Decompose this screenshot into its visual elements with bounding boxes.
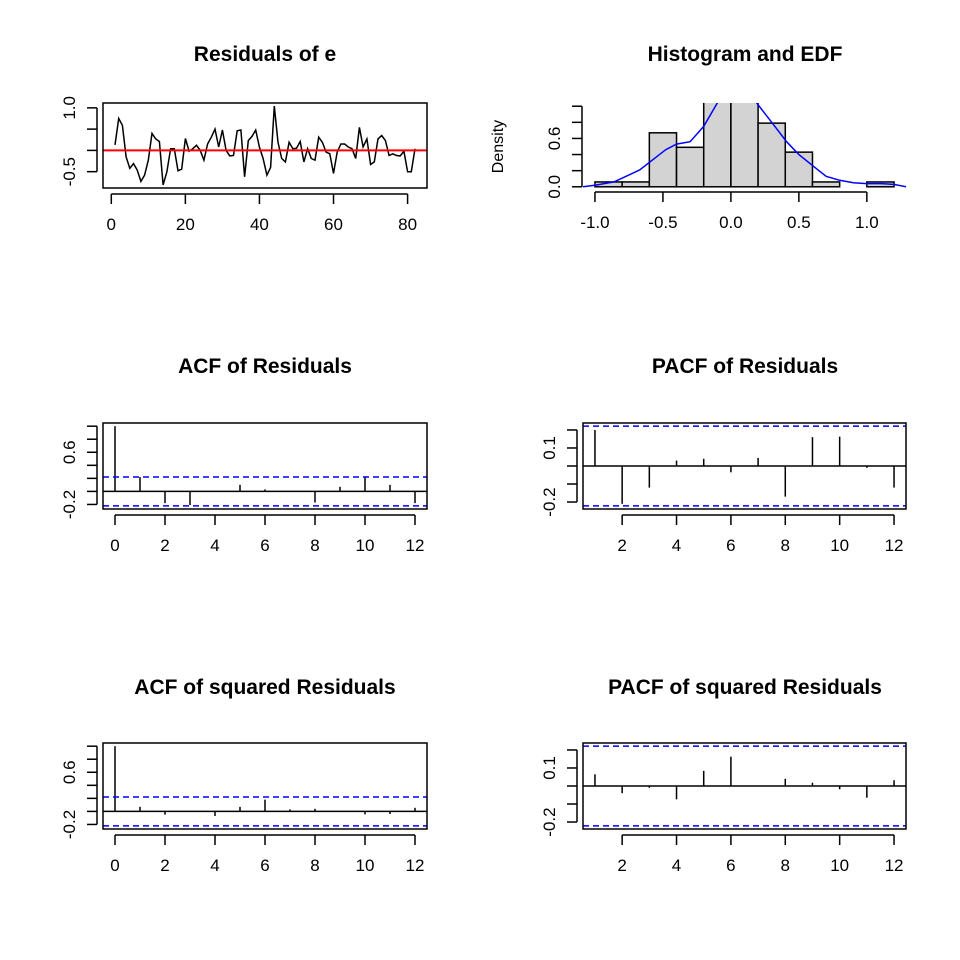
x-tick-label: 0 (110, 856, 119, 875)
x-tick-label: 20 (176, 215, 195, 234)
x-tick-label: 2 (617, 536, 626, 555)
x-tick-label: 4 (672, 856, 681, 875)
x-tick-label: 12 (406, 856, 425, 875)
y-tick-label: 1.0 (60, 96, 79, 120)
panel-2: Histogram and EDF -1.0 -0.5 0.0 0.5 1.0 0.0 0.6… (490, 43, 906, 232)
x-tick-label: 10 (356, 536, 375, 555)
x-tick-label: -0.5 (648, 213, 677, 232)
x-tick-label: 6 (260, 856, 269, 875)
y-tick-label: -0.2 (60, 810, 79, 839)
panel-title: ACF of squared Residuals (134, 676, 395, 699)
x-tick-label: 12 (406, 536, 425, 555)
x-tick-label: 8 (310, 536, 319, 555)
x-tick-label: 10 (830, 536, 849, 555)
x-tick-label: 12 (885, 536, 904, 555)
y-tick-label: 0.1 (540, 756, 559, 780)
histogram-bar (730, 103, 759, 188)
y-tick-label: -0.2 (60, 490, 79, 519)
x-tick-label: 6 (260, 536, 269, 555)
y-axis: -0.2 0.1 (540, 749, 578, 837)
y-axis-label: Density (490, 120, 507, 173)
x-tick-label: 6 (726, 856, 735, 875)
y-tick-label: 0.0 (545, 175, 564, 199)
x-tick-label: 80 (398, 215, 417, 234)
panel-title: PACF of squared Residuals (608, 676, 882, 699)
histogram-bar (648, 132, 678, 188)
x-tick-label: 1.0 (855, 213, 879, 232)
x-tick-label: 60 (324, 215, 343, 234)
x-axis: -1.0 -0.5 0.0 0.5 1.0 (580, 191, 879, 232)
histogram-bar (757, 122, 787, 188)
plot-area (103, 426, 427, 507)
y-tick-label: 0.6 (60, 760, 79, 784)
panel-title: ACF of Residuals (178, 355, 352, 378)
y-axis: -0.2 0.6 (60, 425, 98, 519)
x-tick-label: 4 (672, 536, 681, 555)
plot-area (583, 745, 906, 827)
y-tick-label: 0.1 (540, 436, 559, 460)
x-tick-label: 2 (160, 536, 169, 555)
x-tick-label: 10 (830, 856, 849, 875)
panel-title: Residuals of e (194, 43, 336, 66)
y-tick-label: -0.5 (60, 157, 79, 186)
x-tick-label: 4 (210, 856, 219, 875)
panel-title: PACF of Residuals (652, 355, 838, 378)
y-tick-label: 0.6 (545, 127, 564, 151)
x-tick-label: -1.0 (580, 213, 609, 232)
panel-1: Residuals of e 0 20 40 60 80 -0.5 1.0 (60, 43, 428, 234)
plot-frame (582, 742, 907, 830)
plot-area (583, 425, 906, 507)
plot-area (583, 103, 906, 188)
x-tick-label: 0.5 (787, 213, 811, 232)
x-axis: 2 4 6 8 10 12 (617, 514, 904, 555)
x-axis: 2 4 6 8 10 12 (617, 834, 904, 875)
density-curve (583, 103, 906, 188)
x-tick-label: 0 (107, 215, 116, 234)
panel-title: Histogram and EDF (648, 43, 843, 66)
panel-4: PACF of Residuals 2 4 6 8 10 12 -0.2 0.1 (540, 355, 907, 555)
x-tick-label: 0.0 (719, 213, 743, 232)
plot-area (103, 746, 427, 827)
plot-frame (102, 422, 428, 510)
x-tick-label: 8 (781, 536, 790, 555)
y-axis: -0.5 1.0 (60, 96, 98, 186)
x-axis: 0 2 4 6 8 10 12 (110, 834, 425, 875)
plot-area (103, 106, 427, 186)
x-tick-label: 4 (210, 536, 219, 555)
histogram-bar (675, 146, 705, 188)
x-tick-label: 6 (726, 536, 735, 555)
x-tick-label: 40 (250, 215, 269, 234)
x-tick-label: 12 (885, 856, 904, 875)
y-tick-label: -0.2 (540, 807, 559, 836)
histogram-bar (702, 103, 732, 188)
x-tick-label: 8 (310, 856, 319, 875)
x-tick-label: 0 (110, 536, 119, 555)
panel-6: PACF of squared Residuals 2 4 6 8 10 12 -0.2 0.1 (540, 676, 907, 875)
y-axis: 0.0 0.6 (545, 105, 583, 199)
histogram-bar (621, 181, 651, 188)
y-tick-label: -0.2 (540, 487, 559, 516)
plot-frame (102, 102, 428, 189)
residual-series-line (114, 106, 416, 186)
panel-5: ACF of squared Residuals 0 2 4 6 8 10 12 -0.2 0.6 (60, 676, 428, 875)
plot-frame (582, 422, 907, 510)
x-tick-label: 2 (160, 856, 169, 875)
histogram-bar (784, 151, 814, 188)
y-tick-label: 0.6 (60, 440, 79, 464)
panel-3: ACF of Residuals 0 2 4 6 8 10 12 -0.2 0.6 (60, 355, 428, 555)
plot-frame (102, 742, 428, 830)
y-axis: -0.2 0.6 (60, 745, 98, 839)
x-axis: 0 20 40 60 80 (107, 193, 417, 234)
x-tick-label: 8 (781, 856, 790, 875)
x-tick-label: 2 (617, 856, 626, 875)
histogram-bar (811, 181, 841, 188)
x-tick-label: 10 (356, 856, 375, 875)
x-axis: 0 2 4 6 8 10 12 (110, 514, 425, 555)
y-axis: -0.2 0.1 (540, 429, 578, 517)
